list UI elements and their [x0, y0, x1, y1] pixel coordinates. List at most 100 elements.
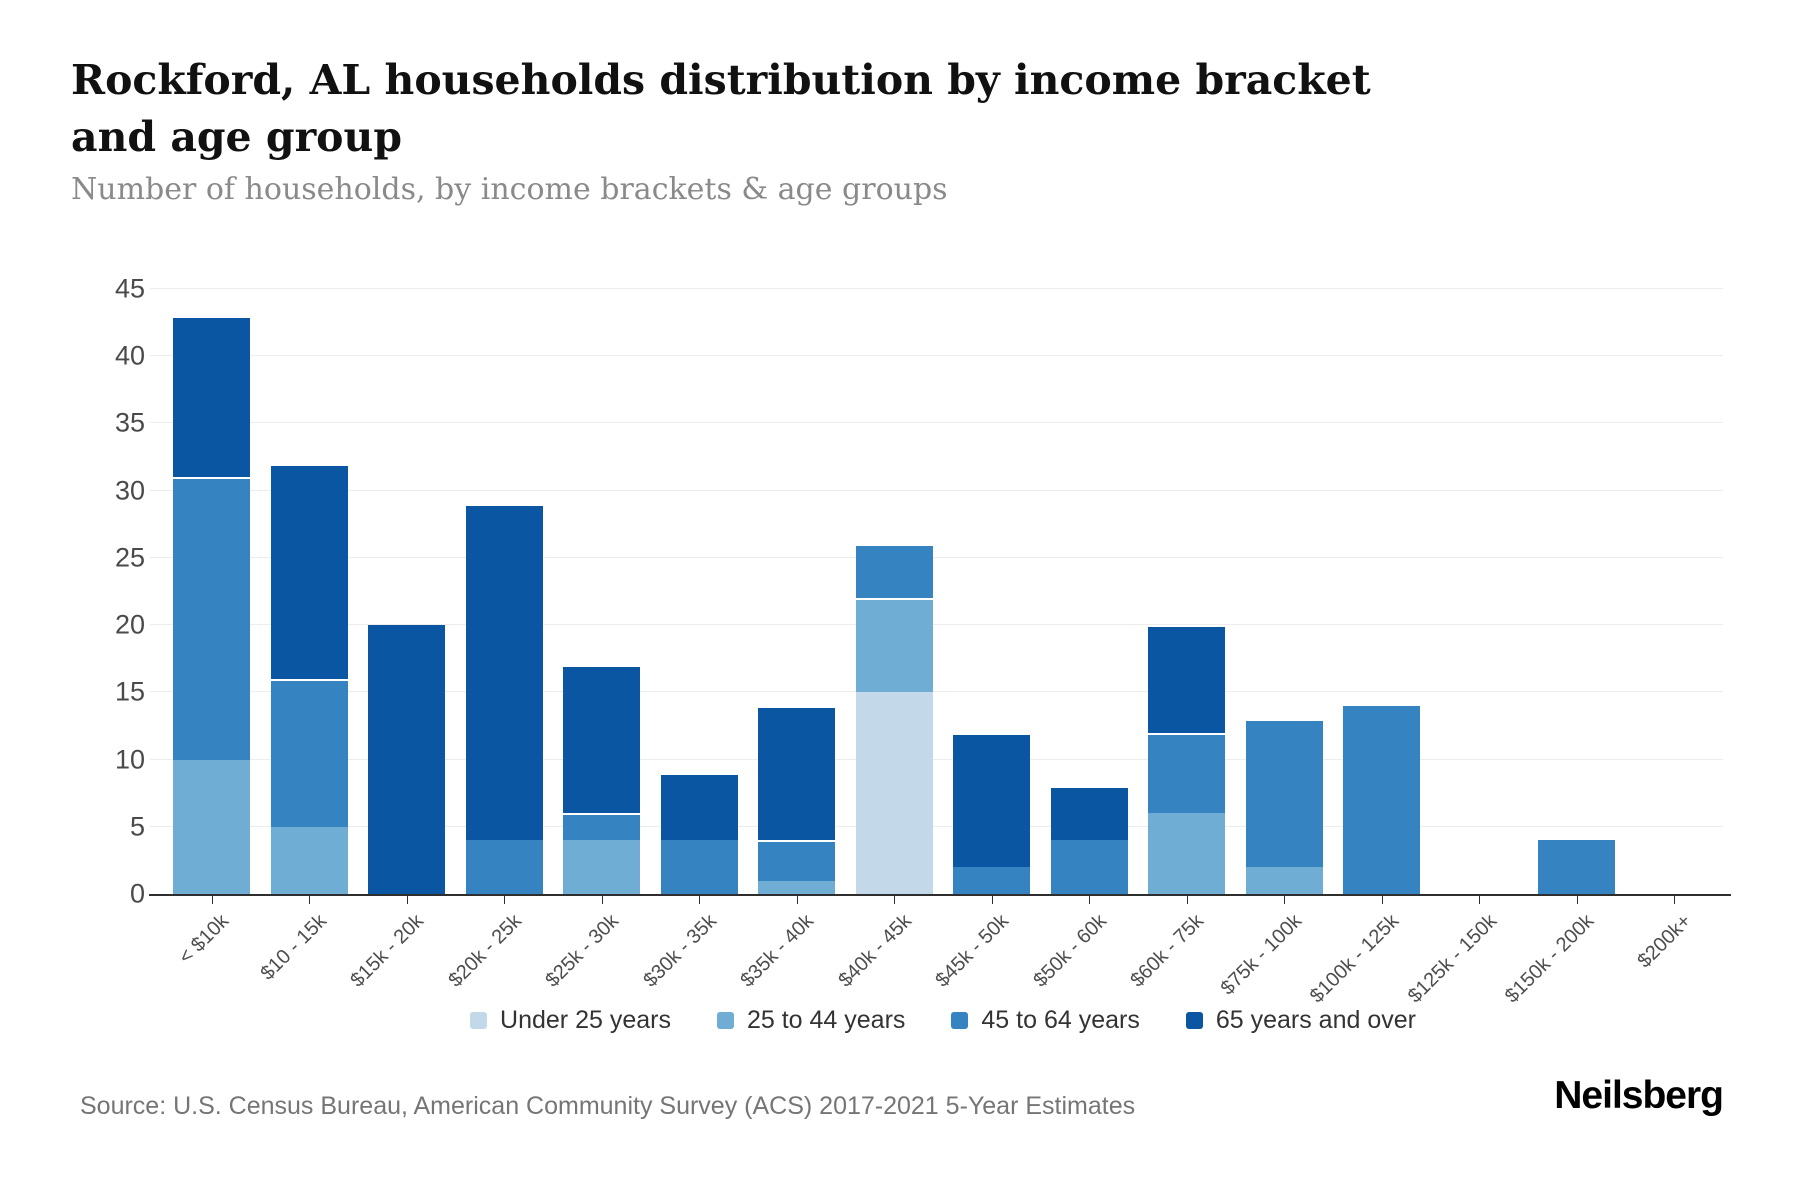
legend-swatch [470, 1012, 488, 1029]
legend-label: Under 25 years [500, 1006, 671, 1034]
bar-segment[interactable] [465, 840, 543, 894]
bar-segment[interactable] [758, 840, 836, 881]
bar-segment[interactable] [758, 705, 836, 841]
x-axis-tick [309, 896, 311, 904]
legend-item[interactable]: 45 to 64 years [951, 1006, 1140, 1035]
bar-segment[interactable] [660, 773, 738, 841]
y-tick-label: 45 [114, 273, 145, 304]
bar-segment[interactable] [1343, 705, 1421, 894]
bar-segment[interactable] [855, 692, 933, 894]
y-tick-label: 40 [114, 340, 145, 371]
legend-label: 65 years and over [1215, 1006, 1416, 1034]
y-tick-label: 15 [114, 676, 145, 707]
x-axis-line [149, 894, 1731, 896]
bar-segment[interactable] [563, 665, 641, 814]
legend-item[interactable]: Under 25 years [470, 1006, 671, 1035]
bar-segment[interactable] [563, 840, 641, 894]
legend-swatch [716, 1012, 734, 1029]
gridline [150, 489, 1723, 491]
x-axis-tick [1186, 896, 1188, 904]
bar-segment[interactable] [1050, 840, 1128, 894]
y-tick-label: 0 [129, 878, 145, 909]
x-axis-tick [1576, 896, 1578, 904]
gridline [150, 825, 1723, 827]
x-tick-label: $50k - 60k [1029, 910, 1111, 992]
x-axis-tick [796, 896, 798, 904]
x-tick-label: $40k - 45k [834, 910, 916, 992]
bar-segment[interactable] [1148, 813, 1226, 894]
gridline [150, 758, 1723, 760]
bar-segment[interactable] [1538, 840, 1616, 894]
x-axis-tick [1674, 896, 1676, 904]
bar-segment[interactable] [368, 625, 446, 894]
y-tick-label: 25 [114, 542, 145, 573]
x-tick-label: $15k - 20k [346, 910, 429, 992]
x-axis-tick [601, 896, 603, 904]
bar-segment[interactable] [270, 463, 348, 679]
source-note: Source: U.S. Census Bureau, American Com… [80, 1092, 1136, 1120]
x-axis-tick [1381, 896, 1383, 904]
gridline [150, 422, 1723, 424]
x-tick-label: $60k - 75k [1126, 910, 1209, 992]
x-tick-label: $25k - 30k [541, 910, 624, 992]
x-axis-tick [699, 896, 701, 904]
bar-segment[interactable] [953, 732, 1031, 868]
x-tick-label: $75k - 100k [1216, 910, 1306, 1000]
bar-segment[interactable] [1148, 625, 1226, 733]
page-subtitle: Number of households, by income brackets… [71, 172, 948, 207]
x-axis-tick [211, 896, 213, 904]
bar-segment[interactable] [953, 867, 1031, 894]
bar-segment[interactable] [270, 678, 348, 827]
x-tick-label: $35k - 40k [736, 910, 819, 992]
bar-segment[interactable] [855, 598, 933, 693]
bar-segment[interactable] [173, 759, 251, 894]
x-axis-tick [504, 896, 506, 904]
x-axis-tick [1089, 896, 1091, 904]
x-axis-tick [894, 896, 896, 904]
x-tick-label: $200k+ [1633, 910, 1696, 973]
y-tick-label: 10 [114, 744, 145, 775]
gridline [150, 355, 1723, 357]
gridline [150, 624, 1723, 626]
bar-segment[interactable] [563, 813, 641, 841]
page-title: Rockford, AL households distribution by … [71, 56, 1371, 161]
legend-item[interactable]: 65 years and over [1185, 1006, 1416, 1035]
gridline [150, 556, 1723, 558]
bar-segment[interactable] [660, 840, 738, 894]
x-tick-label: $150k - 200k [1500, 910, 1599, 1008]
y-tick-label: 30 [114, 475, 145, 506]
x-tick-label: $10 - 15k [256, 910, 331, 985]
bar-segment[interactable] [855, 544, 933, 599]
x-tick-label: $45k - 50k [931, 910, 1014, 992]
x-axis-tick [1284, 896, 1286, 904]
bar-segment[interactable] [270, 826, 348, 894]
bar-segment[interactable] [758, 880, 836, 894]
x-tick-label: $125k - 150k [1403, 910, 1501, 1008]
bar-segment[interactable] [173, 477, 251, 760]
bar-segment[interactable] [465, 504, 543, 841]
x-tick-label: < $10k [174, 910, 234, 969]
x-axis-tick [991, 896, 993, 904]
bar-segment[interactable] [1245, 867, 1323, 894]
bar-segment[interactable] [1245, 719, 1323, 868]
x-tick-label: $20k - 25k [444, 910, 526, 992]
y-tick-label: 35 [114, 407, 145, 438]
y-tick-label: 5 [129, 811, 145, 842]
bar-segment[interactable] [1148, 732, 1226, 814]
plot-area: 0 5 10 15 20 25 30 35 40 45 < $10k $10 - 15k $15k - … [115, 274, 1731, 1007]
x-tick-label: $100k - 125k [1305, 910, 1404, 1008]
bar-segment[interactable] [173, 315, 251, 478]
x-axis-tick [1479, 896, 1481, 904]
bar-segment[interactable] [1050, 786, 1128, 841]
neilsberg-logo: Neilsberg [1554, 1074, 1724, 1117]
legend: Under 25 years 25 to 44 years 45 to 64 yea… [163, 1006, 1723, 1035]
y-tick-label: 20 [114, 609, 145, 640]
legend-item[interactable]: 25 to 44 years [716, 1006, 906, 1035]
legend-label: 45 to 64 years [981, 1006, 1140, 1034]
legend-swatch [951, 1012, 969, 1029]
legend-label: 25 to 44 years [746, 1006, 906, 1034]
x-tick-label: $30k - 35k [639, 910, 721, 992]
gridline [150, 288, 1723, 289]
legend-swatch [1185, 1012, 1203, 1029]
